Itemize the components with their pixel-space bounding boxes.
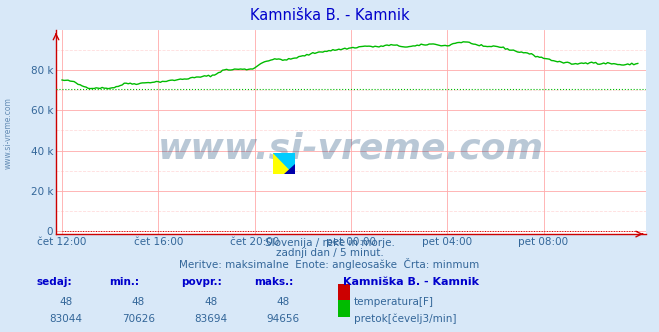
- Polygon shape: [284, 163, 295, 174]
- Text: Kamniška B. - Kamnik: Kamniška B. - Kamnik: [343, 277, 478, 287]
- Text: 48: 48: [277, 297, 290, 307]
- Text: min.:: min.:: [109, 277, 139, 287]
- Polygon shape: [273, 153, 295, 174]
- Text: pretok[čevelj3/min]: pretok[čevelj3/min]: [354, 314, 457, 324]
- Text: povpr.:: povpr.:: [181, 277, 222, 287]
- Text: 83694: 83694: [194, 314, 227, 324]
- Polygon shape: [273, 153, 295, 174]
- Text: 70626: 70626: [122, 314, 155, 324]
- Text: zadnji dan / 5 minut.: zadnji dan / 5 minut.: [275, 248, 384, 258]
- Text: 83044: 83044: [49, 314, 82, 324]
- Text: www.si-vreme.com: www.si-vreme.com: [4, 97, 13, 169]
- Text: www.si-vreme.com: www.si-vreme.com: [158, 131, 544, 165]
- Text: Kamniška B. - Kamnik: Kamniška B. - Kamnik: [250, 8, 409, 23]
- Text: Meritve: maksimalne  Enote: angleosaške  Črta: minmum: Meritve: maksimalne Enote: angleosaške Č…: [179, 258, 480, 270]
- Text: temperatura[F]: temperatura[F]: [354, 297, 434, 307]
- Text: 48: 48: [59, 297, 72, 307]
- Text: Slovenija / reke in morje.: Slovenija / reke in morje.: [264, 238, 395, 248]
- Text: 94656: 94656: [267, 314, 300, 324]
- Text: 48: 48: [132, 297, 145, 307]
- Text: sedaj:: sedaj:: [36, 277, 72, 287]
- Text: 48: 48: [204, 297, 217, 307]
- Text: maks.:: maks.:: [254, 277, 293, 287]
